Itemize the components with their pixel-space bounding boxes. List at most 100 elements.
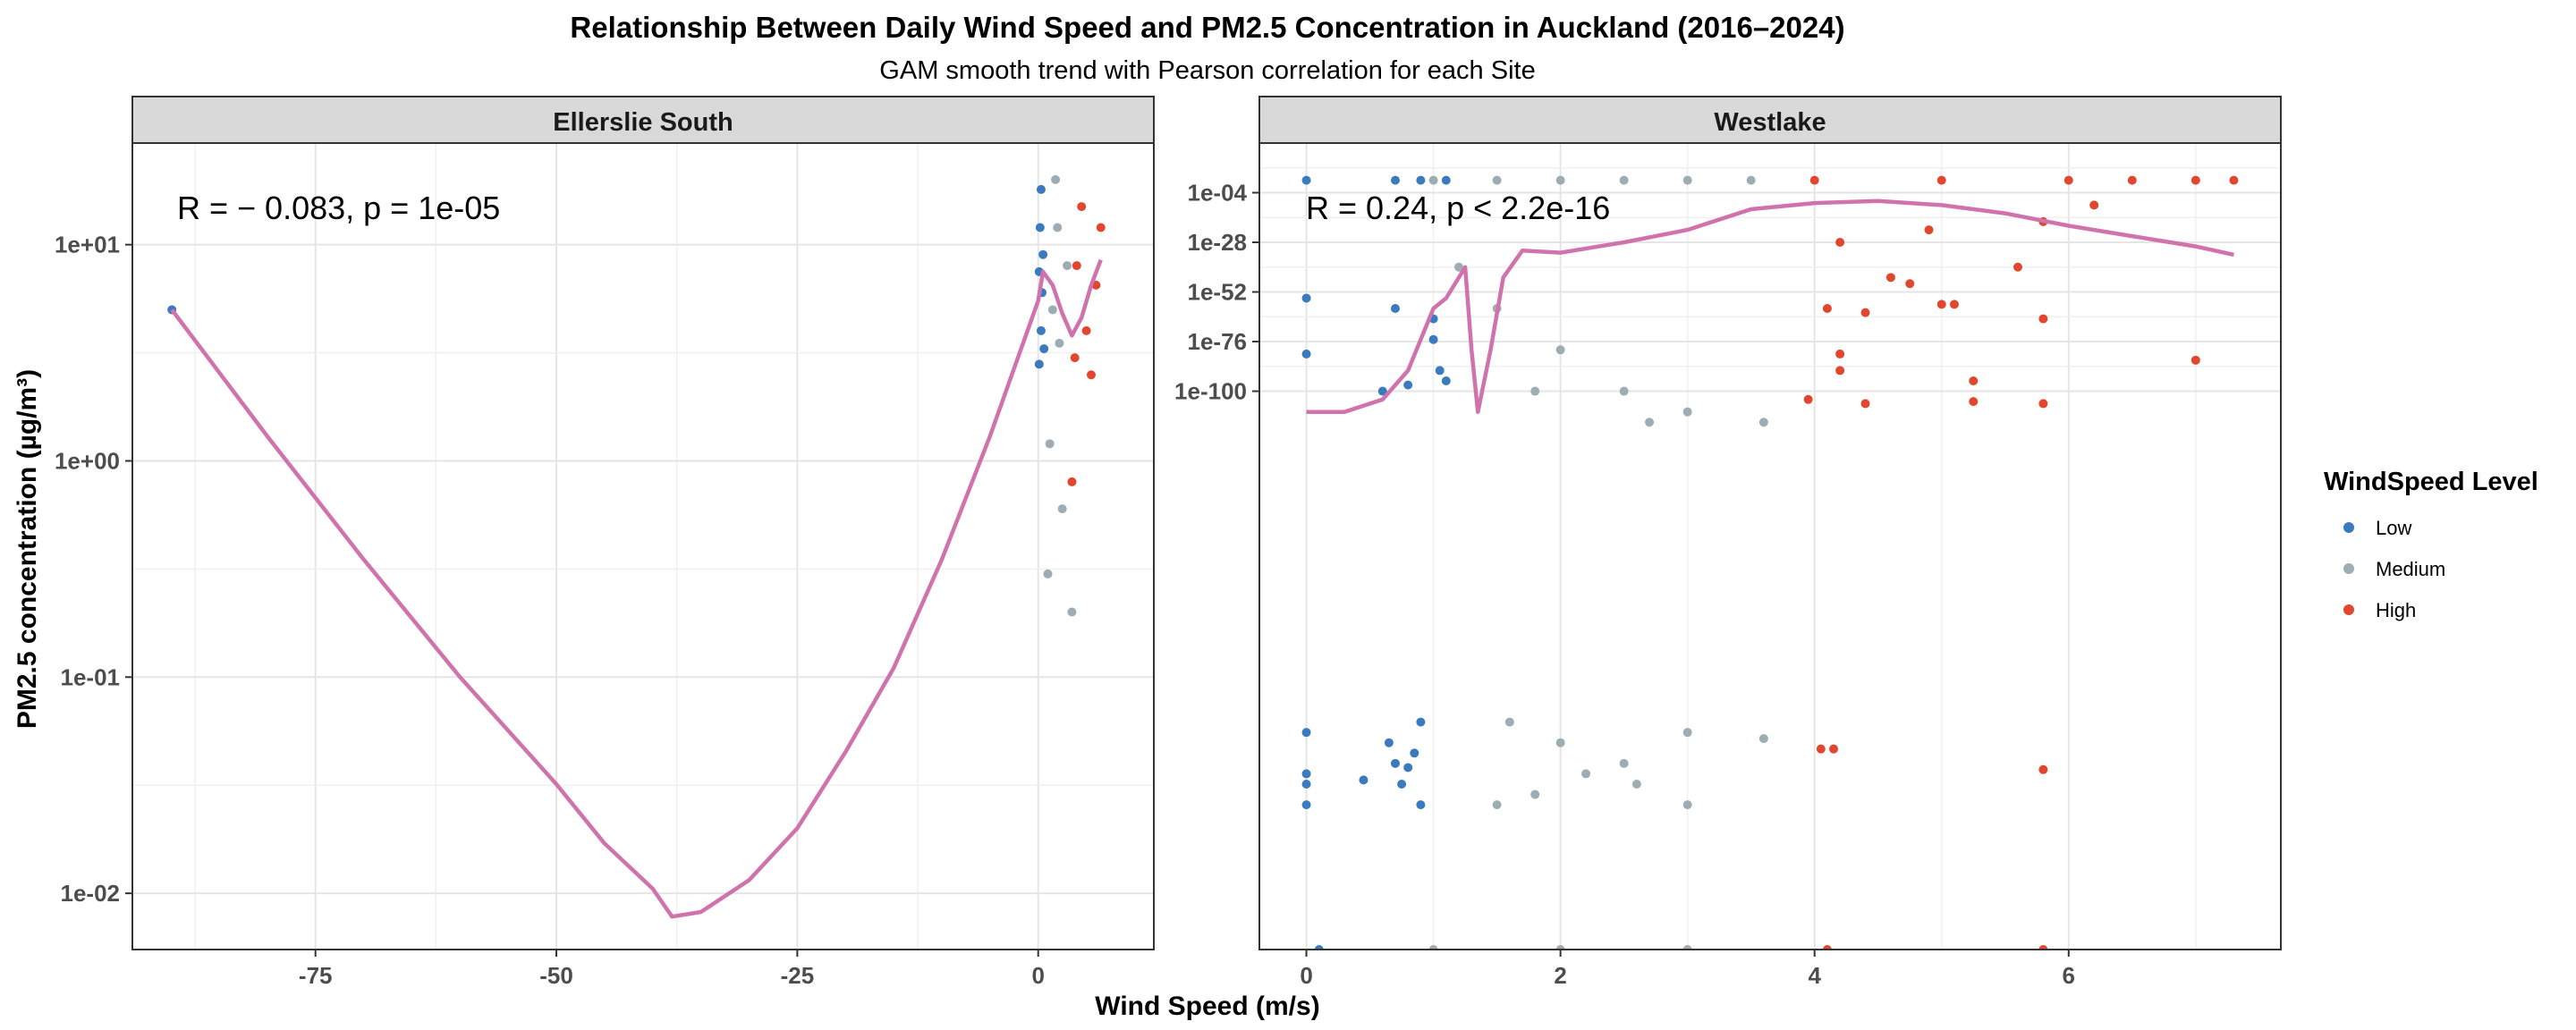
data-point-low bbox=[1035, 223, 1045, 232]
panel-strip bbox=[1258, 96, 2282, 144]
data-point-high bbox=[1070, 353, 1080, 363]
correlation-r: R = − 0.083, bbox=[177, 190, 363, 226]
y-tick-label: 1e+01 bbox=[55, 232, 120, 258]
data-point-low bbox=[1359, 775, 1368, 785]
data-point-medium bbox=[1055, 338, 1064, 348]
data-point-low bbox=[1301, 769, 1311, 779]
data-point-medium bbox=[1428, 945, 1438, 950]
data-point-high bbox=[1822, 304, 1832, 314]
data-point-high bbox=[2038, 399, 2048, 409]
data-point-high bbox=[1860, 308, 1870, 317]
data-point-high bbox=[1860, 399, 1870, 409]
data-point-medium bbox=[1758, 418, 1768, 427]
data-point-medium bbox=[1619, 175, 1629, 185]
panels: Ellerslie South R = − 0.083, p = 1e-05 -75… bbox=[55, 96, 2282, 989]
correlation-r: R = 0.24, bbox=[1306, 190, 1446, 226]
legend-title: WindSpeed Level bbox=[2324, 468, 2538, 496]
data-point-high bbox=[2127, 175, 2137, 185]
data-point-high bbox=[2229, 175, 2239, 185]
correlation-p: p < 2.2e-16 bbox=[1446, 190, 1610, 226]
panel-strip-label: Westlake bbox=[1714, 108, 1826, 137]
y-tick-label: 1e-01 bbox=[61, 663, 121, 690]
data-point-high bbox=[1067, 477, 1077, 486]
data-point-low bbox=[1390, 758, 1400, 768]
y-tick-label: 1e-76 bbox=[1188, 328, 1248, 355]
data-point-low bbox=[1301, 779, 1311, 789]
legend: WindSpeed Level Low Medium High bbox=[2324, 468, 2538, 621]
legend-label-medium: Medium bbox=[2376, 558, 2445, 580]
data-point-medium bbox=[1682, 175, 1692, 185]
data-point-high bbox=[1905, 279, 1915, 289]
y-tick-label: 1e-02 bbox=[61, 880, 121, 907]
data-point-high bbox=[1809, 175, 1819, 185]
data-point-medium bbox=[1492, 800, 1502, 810]
data-point-medium bbox=[1428, 175, 1438, 185]
data-point-medium bbox=[1454, 262, 1464, 272]
panel-2: Westlake R = 0.24, p < 2.2e-16 0 2 4 6 1e-04 1e… bbox=[1174, 96, 2282, 989]
data-point-low bbox=[1036, 184, 1046, 194]
data-point-medium bbox=[1758, 734, 1768, 744]
data-point-high bbox=[1086, 370, 1096, 380]
data-point-medium bbox=[1053, 223, 1063, 232]
data-point-low bbox=[1384, 738, 1394, 747]
y-tick-label: 1e-04 bbox=[1188, 180, 1248, 207]
x-tick-label: -25 bbox=[781, 962, 815, 989]
data-point-medium bbox=[1051, 174, 1061, 184]
data-point-medium bbox=[1063, 261, 1072, 271]
data-point-medium bbox=[1555, 945, 1565, 950]
data-point-low bbox=[1038, 249, 1048, 259]
x-axis-title: Wind Speed (m/s) bbox=[1095, 992, 1319, 1021]
data-point-high bbox=[1969, 397, 1979, 407]
data-point-high bbox=[1924, 225, 1934, 235]
panel-plot-area bbox=[1259, 143, 2281, 950]
data-point-medium bbox=[1530, 386, 1540, 396]
data-point-high bbox=[1822, 945, 1832, 950]
data-point-low bbox=[1301, 349, 1311, 359]
data-point-medium bbox=[1682, 407, 1692, 417]
data-point-medium bbox=[1682, 800, 1692, 810]
x-tick-label: -75 bbox=[299, 962, 333, 989]
legend-key-medium bbox=[2343, 563, 2354, 574]
data-point-low bbox=[1403, 763, 1413, 772]
data-point-medium bbox=[1631, 779, 1641, 789]
data-point-high bbox=[1072, 261, 1081, 271]
chart-subtitle: GAM smooth trend with Pearson correlatio… bbox=[879, 56, 1535, 85]
correlation-annotation: R = − 0.083, p = 1e-05 bbox=[177, 190, 500, 226]
panel-1: Ellerslie South R = − 0.083, p = 1e-05 -75… bbox=[55, 96, 1155, 989]
data-point-high bbox=[2012, 262, 2022, 272]
data-point-high bbox=[1835, 366, 1845, 376]
x-tick-label: 4 bbox=[1808, 962, 1821, 989]
data-point-medium bbox=[1581, 769, 1591, 779]
data-point-medium bbox=[1530, 789, 1540, 799]
data-point-low bbox=[1403, 380, 1413, 390]
data-point-low bbox=[1416, 175, 1426, 185]
data-point-high bbox=[2089, 200, 2099, 210]
panel-strip-label: Ellerslie South bbox=[553, 108, 733, 137]
data-point-high bbox=[2038, 945, 2048, 950]
y-tick-label: 1e-100 bbox=[1174, 378, 1247, 405]
legend-label-high: High bbox=[2376, 599, 2416, 621]
y-tick-label: 1e-52 bbox=[1188, 279, 1248, 306]
data-point-high bbox=[1803, 394, 1813, 404]
data-point-low bbox=[1397, 779, 1407, 789]
panel-background bbox=[1259, 143, 2281, 950]
data-point-high bbox=[1949, 300, 1959, 309]
data-point-high bbox=[2190, 355, 2200, 365]
legend-key-high bbox=[2343, 604, 2354, 615]
x-tick-label: -50 bbox=[539, 962, 573, 989]
data-point-high bbox=[1936, 175, 1946, 185]
data-point-medium bbox=[1682, 728, 1692, 738]
data-point-low bbox=[1314, 945, 1324, 950]
data-point-high bbox=[1077, 202, 1087, 212]
correlation-annotation: R = 0.24, p < 2.2e-16 bbox=[1306, 190, 1610, 226]
data-point-low bbox=[1301, 293, 1311, 303]
data-point-low bbox=[1390, 175, 1400, 185]
data-point-high bbox=[2063, 175, 2073, 185]
correlation-p: p = 1e-05 bbox=[363, 190, 500, 226]
data-point-low bbox=[1039, 344, 1049, 354]
data-point-low bbox=[1034, 359, 1044, 369]
gam-smooth-line bbox=[1306, 198, 2234, 414]
data-point-high bbox=[1885, 273, 1895, 283]
data-point-low bbox=[1428, 334, 1438, 344]
